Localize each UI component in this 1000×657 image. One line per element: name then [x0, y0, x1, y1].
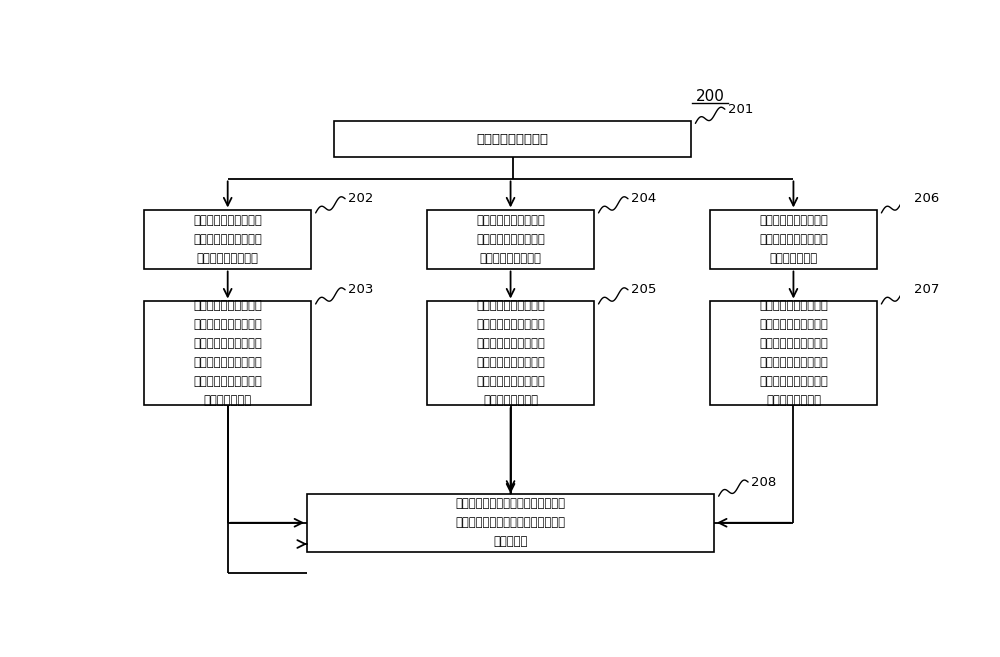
- Text: 204: 204: [631, 193, 656, 205]
- Text: 使用目标全局人脸特征
分别在预先建立的全局
人脸特征库中进行特征
比对，得到符合预设比
对条件的比对分数和关
联的人脸身份标识: 使用目标全局人脸特征 分别在预先建立的全局 人脸特征库中进行特征 比对，得到符合…: [759, 300, 828, 407]
- Text: 207: 207: [914, 283, 939, 296]
- Text: 201: 201: [728, 102, 753, 116]
- Text: 205: 205: [631, 283, 656, 296]
- Text: 200: 200: [696, 89, 725, 104]
- Bar: [427, 210, 594, 269]
- Bar: [307, 493, 714, 552]
- Bar: [710, 302, 877, 405]
- Text: 203: 203: [348, 283, 374, 296]
- Text: 提取待识别人脸图像的
全局人脸特征，得到目
标全局人脸特征: 提取待识别人脸图像的 全局人脸特征，得到目 标全局人脸特征: [759, 214, 828, 265]
- Text: 208: 208: [751, 476, 776, 489]
- Bar: [144, 210, 311, 269]
- Text: 提取待识别人脸图像的
下半部人脸特征，得到
目标下半部人脸特征: 提取待识别人脸图像的 下半部人脸特征，得到 目标下半部人脸特征: [476, 214, 545, 265]
- Text: 使用目标下半部人脸特
征在预先建立的下半部
人脸特征库中进行特征
比对，得到符合预设比
对条件的比对分数和关
联的人脸身份标识: 使用目标下半部人脸特 征在预先建立的下半部 人脸特征库中进行特征 比对，得到符合…: [476, 300, 545, 407]
- Text: 使用目标上半部人脸特
征在预先建立的上半部
人脸特征库进行特征比
对，得到符合预设比对
条件的比对分数和关联
的人脸身份标识: 使用目标上半部人脸特 征在预先建立的上半部 人脸特征库进行特征比 对，得到符合预…: [193, 300, 262, 407]
- Text: 提取待识别人脸图像的
上半部人脸特征，得到
目标上半部人脸特征: 提取待识别人脸图像的 上半部人脸特征，得到 目标上半部人脸特征: [193, 214, 262, 265]
- Text: 获取待识别人脸图像: 获取待识别人脸图像: [477, 133, 548, 146]
- Bar: [427, 302, 594, 405]
- Bar: [334, 121, 691, 157]
- Text: 将各比对分数中最高者所关联的人脸
身份标识确定为待识别人脸图像的人
脸识别结果: 将各比对分数中最高者所关联的人脸 身份标识确定为待识别人脸图像的人 脸识别结果: [456, 497, 566, 548]
- Bar: [144, 302, 311, 405]
- Text: 202: 202: [348, 193, 374, 205]
- Bar: [710, 210, 877, 269]
- Text: 206: 206: [914, 193, 939, 205]
